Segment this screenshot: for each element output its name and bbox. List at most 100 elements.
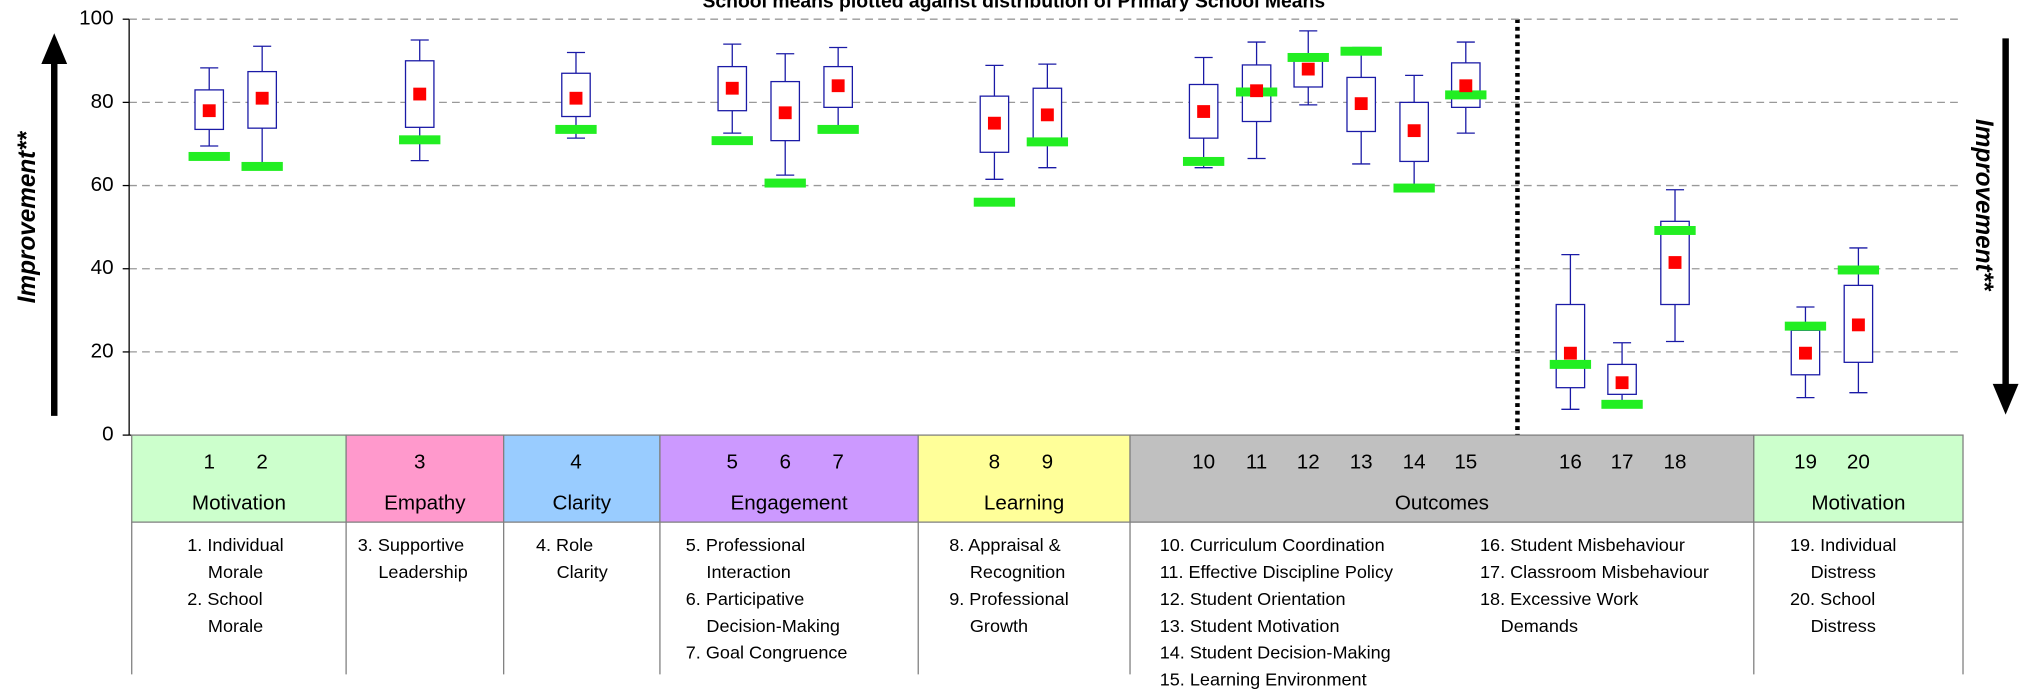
description: Distress — [1811, 616, 1876, 636]
description: Growth — [970, 616, 1028, 636]
mean — [987, 116, 1001, 130]
category-label: 7 — [832, 451, 843, 474]
description: 13. Student Motivation — [1160, 616, 1340, 636]
description: 18. Excessive Work — [1480, 589, 1639, 609]
mean — [1354, 97, 1368, 111]
group-name: Engagement — [731, 492, 848, 515]
left-label: Improvement** — [14, 130, 41, 303]
benchmark — [1654, 225, 1696, 235]
description: 4. Role — [536, 535, 593, 555]
description: 17. Classroom Misbehaviour — [1480, 562, 1709, 582]
category-label: 20 — [1847, 451, 1870, 474]
group-band — [1753, 434, 1964, 523]
group-band — [131, 434, 347, 523]
benchmark — [1445, 90, 1487, 100]
group-name: Clarity — [553, 492, 612, 515]
arrow-head — [1992, 383, 2019, 415]
category-label: 17 — [1611, 451, 1634, 474]
category-label: 1 — [203, 451, 214, 474]
mean — [1563, 346, 1577, 360]
mean — [1407, 124, 1421, 138]
description: Morale — [208, 562, 263, 582]
mean — [202, 104, 216, 118]
category-label: 8 — [989, 451, 1000, 474]
benchmark — [711, 136, 753, 146]
group-band — [503, 434, 661, 523]
description: Recognition — [970, 562, 1065, 582]
y-tick-label: 20 — [91, 339, 114, 362]
category-label: 4 — [570, 451, 581, 474]
category-label: 14 — [1403, 451, 1426, 474]
benchmark — [241, 161, 283, 171]
mean — [1040, 108, 1054, 122]
benchmark — [1784, 321, 1827, 331]
group-band — [659, 434, 919, 523]
description: 11. Effective Discipline Policy — [1160, 562, 1393, 582]
group-name: Motivation — [1811, 492, 1905, 515]
benchmark — [399, 135, 441, 145]
description: 15. Learning Environment — [1160, 670, 1367, 690]
mean — [569, 91, 583, 105]
benchmark — [188, 151, 230, 161]
description: Leadership — [378, 562, 467, 582]
mean — [778, 106, 792, 120]
y-tick-label: 0 — [102, 423, 113, 446]
mean — [1798, 346, 1812, 360]
description: Morale — [208, 616, 263, 636]
description: 16. Student Misbehaviour — [1480, 535, 1685, 555]
mean — [1668, 256, 1682, 269]
benchmark — [1393, 183, 1435, 193]
mean — [255, 91, 269, 105]
mean — [413, 87, 427, 101]
category-label: 12 — [1297, 451, 1320, 474]
description: Decision-Making — [706, 616, 840, 636]
benchmark — [817, 124, 859, 134]
description: 14. Student Decision-Making — [1160, 643, 1391, 663]
description: 20. School — [1790, 589, 1875, 609]
y-tick-label: 60 — [91, 173, 114, 196]
group-band — [917, 434, 1131, 523]
chart-title: School means plotted against distributio… — [702, 0, 1325, 13]
benchmark — [1340, 46, 1382, 56]
mean — [1459, 79, 1473, 93]
mean — [1615, 376, 1629, 390]
category-label: 11 — [1246, 451, 1267, 474]
benchmark — [1837, 265, 1880, 275]
category-label: 3 — [414, 451, 425, 474]
description: 2. School — [187, 589, 262, 609]
group-band — [345, 434, 505, 523]
description: Clarity — [557, 562, 608, 582]
category-label: 15 — [1454, 451, 1477, 474]
description: Demands — [1501, 616, 1578, 636]
mean — [725, 81, 739, 95]
description: 5. Professional — [686, 535, 806, 555]
benchmark — [1182, 156, 1225, 166]
group-name: Motivation — [192, 492, 286, 515]
group-name: Empathy — [384, 492, 466, 515]
mean — [1197, 105, 1211, 118]
description: 6. Participative — [686, 589, 804, 609]
group-name: Learning — [984, 492, 1064, 515]
description: 9. Professional — [949, 589, 1069, 609]
right-label: Improvement** — [1970, 119, 1997, 292]
category-label: 19 — [1794, 451, 1817, 474]
benchmark — [973, 197, 1016, 207]
description: 12. Student Orientation — [1160, 589, 1346, 609]
description: 10. Curriculum Coordination — [1160, 535, 1385, 555]
category-label: 6 — [779, 451, 790, 474]
description: 3. Supportive — [358, 535, 464, 555]
mean — [831, 79, 845, 93]
category-label: 2 — [256, 451, 267, 474]
description: 7. Goal Congruence — [686, 643, 848, 663]
box — [1555, 303, 1586, 389]
benchmark — [1601, 399, 1643, 409]
y-tick-label: 100 — [79, 7, 113, 30]
mean — [1851, 318, 1865, 332]
description: Interaction — [706, 562, 790, 582]
y-tick-label: 40 — [91, 256, 114, 279]
box — [1607, 363, 1637, 395]
benchmark — [1287, 52, 1329, 62]
benchmark — [1549, 359, 1592, 369]
